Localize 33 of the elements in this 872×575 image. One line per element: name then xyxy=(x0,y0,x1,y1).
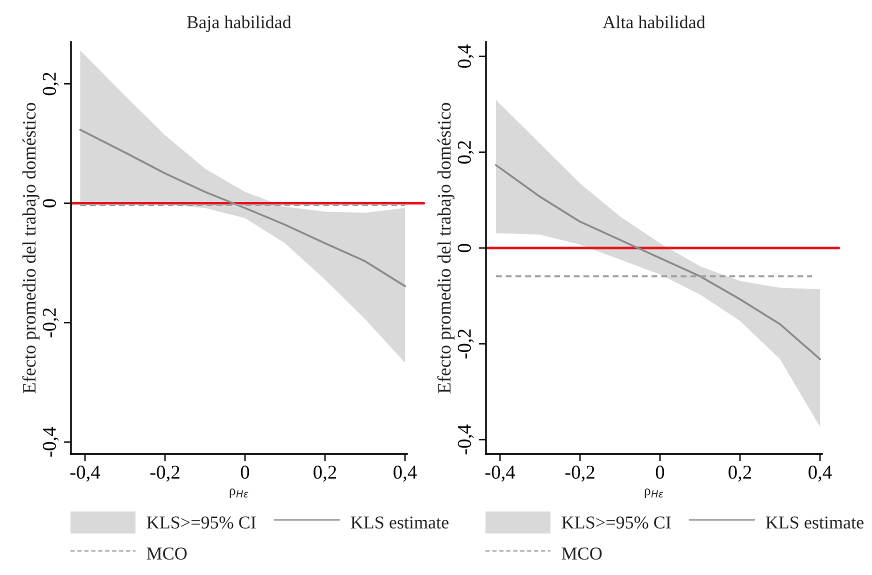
x-axis-title: ρ$_{Hε}$ xyxy=(230,488,248,498)
legend-label: MCO xyxy=(562,548,602,560)
x-tick-label: 0 xyxy=(656,466,664,479)
y-axis-title: Efecto promedio del trabajo doméstico xyxy=(22,102,40,394)
y-tick-label: -0,4 xyxy=(42,426,59,457)
x-tick-label: 0 xyxy=(240,466,250,479)
x-tick-label: 0,2 xyxy=(728,466,752,482)
x-tick-label: -0,4 xyxy=(485,466,516,482)
x-tick-label: -0,2 xyxy=(565,466,594,482)
legend-label: KLS estimate xyxy=(766,516,864,529)
chart-title: Baja habilidad xyxy=(187,16,292,32)
y-tick-label: 0,4 xyxy=(458,44,474,68)
x-tick-label: -0,4 xyxy=(70,466,100,482)
y-tick-label: 0,2 xyxy=(458,141,474,164)
y-axis-title: Efecto promedio del trabajo doméstico xyxy=(437,102,454,394)
line-series xyxy=(79,128,406,288)
text: KLS>=95% CI xyxy=(562,516,671,529)
chart-title: Alta habilidad xyxy=(602,16,706,28)
y-tick-label: 0 xyxy=(458,244,471,252)
line-series xyxy=(495,164,821,360)
x-axis-title: ρ$_{Hε}$ xyxy=(644,488,664,498)
legend-label: MCO xyxy=(146,548,187,560)
y-tick-label: -0,2 xyxy=(458,329,474,358)
y-tick-label: 0 xyxy=(42,199,56,208)
text: KLS>=95% CI xyxy=(146,516,256,529)
x-tick-label: 0,4 xyxy=(394,466,417,482)
legend-label: KLS estimate xyxy=(350,516,448,529)
x-tick-label: 0,2 xyxy=(314,466,336,482)
x-tick-label: -0,2 xyxy=(150,466,180,482)
y-tick-label: 0,2 xyxy=(42,72,59,96)
x-tick-label: 0,4 xyxy=(808,466,832,482)
y-tick-label: -0,2 xyxy=(42,308,59,338)
y-tick-label: -0,4 xyxy=(458,424,474,454)
